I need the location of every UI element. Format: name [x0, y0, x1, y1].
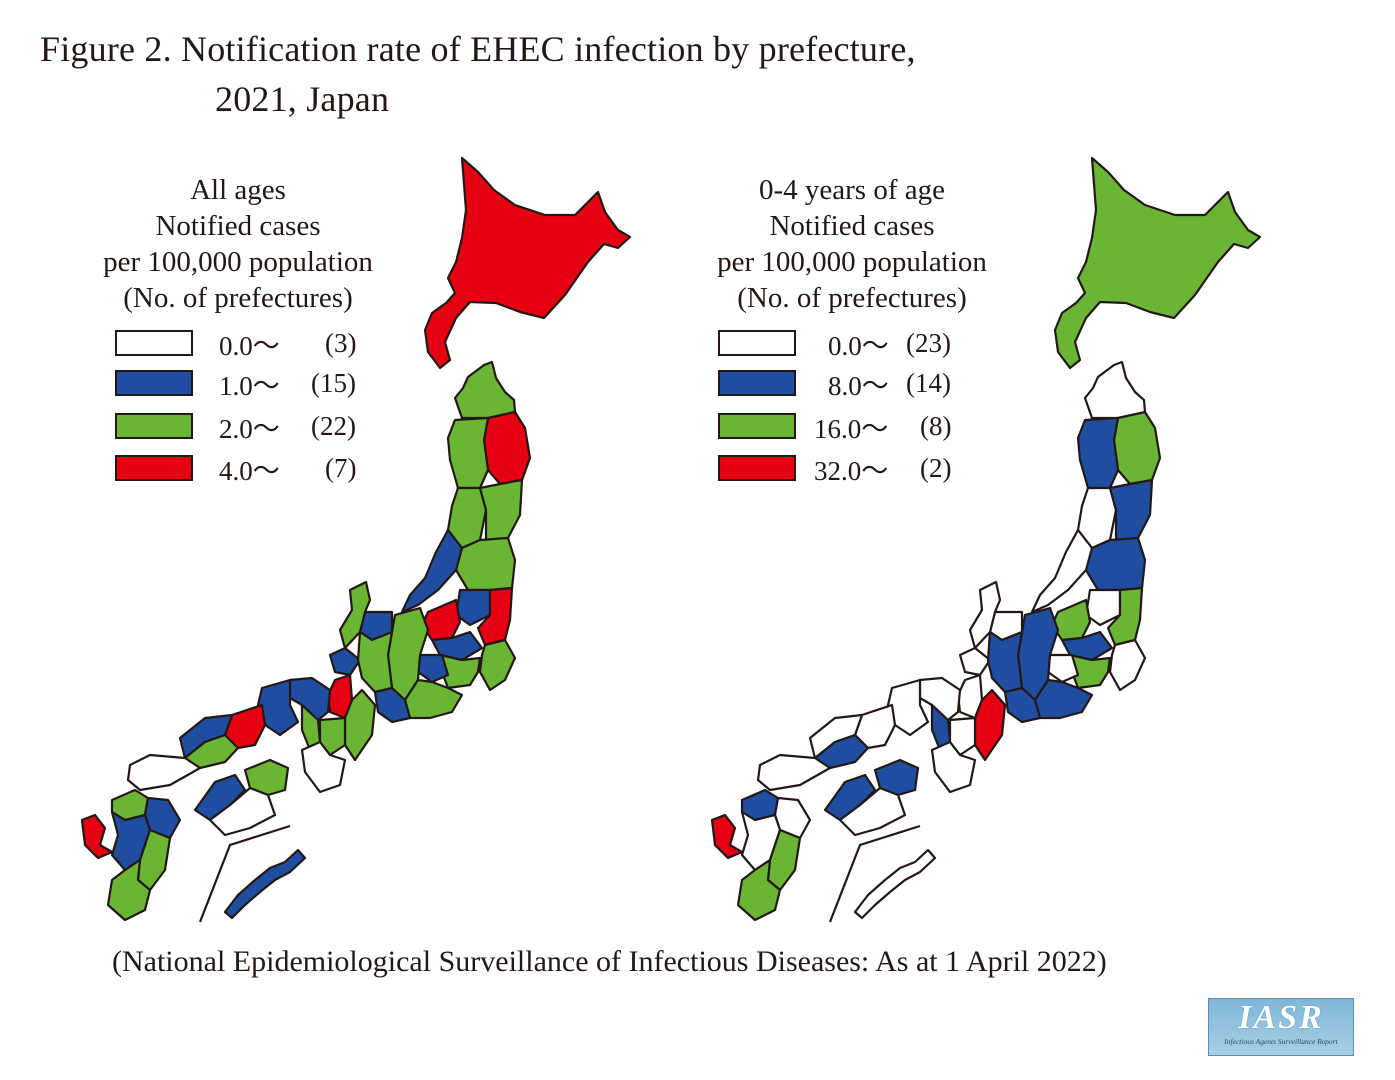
region-okinawa — [223, 848, 307, 920]
region-iwate — [482, 410, 532, 486]
region-nara — [318, 716, 347, 757]
region-chiba — [1108, 638, 1147, 692]
legend-heading-line: (No. of prefectures) — [737, 282, 967, 314]
legend-label: 4.0～ — [219, 455, 280, 486]
legend-swatch-red — [718, 455, 796, 481]
legend-label: 16.0～ — [814, 413, 889, 444]
region-shizuoka — [403, 678, 464, 720]
region-fukushima — [454, 536, 517, 592]
legend-count: (15) — [311, 367, 356, 398]
region-kagoshima — [106, 858, 152, 922]
legend-heading-line: All ages — [190, 174, 286, 206]
legend-label: 0.0～ — [219, 330, 280, 361]
legend-row: 16.0～ (8) — [718, 410, 952, 444]
region-fukui — [328, 646, 362, 677]
region-miyagi — [478, 478, 524, 542]
legend-swatch-white — [718, 330, 796, 356]
legend-heading-0-4-years: 0-4 years of age Notified cases per 100,… — [662, 172, 1042, 316]
legend-swatch-green — [115, 413, 193, 439]
map-all-ages — [80, 156, 632, 923]
legend-heading-line: Notified cases — [155, 210, 321, 242]
region-miyagi — [1108, 478, 1154, 542]
region-nagasaki — [80, 813, 114, 860]
logo-subtitle: Infectious Agents Surveillance Report — [1224, 1037, 1338, 1046]
region-yamaguchi — [126, 753, 202, 792]
region-kochi — [838, 786, 907, 837]
okinawa-inset-line — [828, 824, 921, 923]
source-note: (National Epidemiological Surveillance o… — [112, 945, 1107, 978]
figure-title-line-1: Figure 2. Notification rate of EHEC infe… — [40, 29, 916, 69]
region-akita — [1076, 416, 1120, 490]
region-yamanashi — [416, 653, 450, 684]
region-okinawa — [853, 848, 937, 920]
legend-swatch-red — [115, 455, 193, 481]
legend-heading-line: per 100,000 population — [103, 246, 373, 278]
region-shizuoka — [1033, 678, 1094, 720]
region-aichi — [373, 686, 412, 724]
region-nara — [948, 716, 977, 757]
region-yamaguchi — [756, 753, 832, 792]
legend-row: 4.0～ (7) — [115, 452, 357, 486]
legend-heading-line: Notified cases — [769, 210, 935, 242]
region-hokkaido — [1053, 156, 1262, 370]
logo-wordmark: IASR — [1238, 999, 1324, 1036]
legend-heading-line: per 100,000 population — [717, 246, 987, 278]
legend-row: 8.0～ (14) — [718, 367, 951, 401]
legend-label: 1.0～ — [219, 370, 280, 401]
region-gifu — [356, 630, 394, 694]
legend-label: 2.0～ — [219, 413, 280, 444]
legend-count: (7) — [325, 452, 357, 483]
region-niigata — [400, 528, 464, 614]
legend-swatch-white — [115, 330, 193, 356]
legend-label: 8.0～ — [828, 370, 889, 401]
legend-swatch-green — [718, 413, 796, 439]
legend-row: 1.0～ (15) — [115, 367, 356, 401]
legend-count: (2) — [920, 452, 952, 483]
region-kochi — [208, 786, 277, 837]
legend-row: 32.0～ (2) — [718, 452, 952, 486]
legend-swatch-blue — [115, 370, 193, 396]
region-iwate — [1112, 410, 1162, 486]
legend-count: (23) — [906, 327, 951, 358]
okinawa-inset-line — [198, 824, 291, 923]
region-kyoto — [918, 676, 962, 722]
region-hokkaido — [423, 156, 632, 370]
legend-heading-all-ages: All ages Notified cases per 100,000 popu… — [50, 172, 426, 316]
legend-heading-line: (No. of prefectures) — [123, 282, 353, 314]
legend-count: (22) — [311, 410, 356, 441]
region-wakayama — [300, 740, 347, 794]
legend-label: 0.0～ — [828, 330, 889, 361]
region-niigata — [1030, 528, 1094, 614]
region-kagoshima — [736, 858, 782, 922]
legend-swatch-blue — [718, 370, 796, 396]
legend-count: (14) — [906, 367, 951, 398]
region-wakayama — [930, 740, 977, 794]
iasr-logo: IASR Infectious Agents Surveillance Repo… — [1208, 998, 1354, 1056]
region-aomori — [453, 360, 517, 420]
legend-heading-line: 0-4 years of age — [759, 174, 945, 206]
map-0-4-years — [710, 156, 1262, 923]
region-akita — [446, 416, 490, 490]
region-chiba — [478, 638, 517, 692]
region-fukushima — [1084, 536, 1147, 592]
region-aichi — [1003, 686, 1042, 724]
region-kyoto — [288, 676, 332, 722]
legend-label: 32.0～ — [814, 455, 889, 486]
region-fukui — [958, 646, 992, 677]
legend-row: 2.0～ (22) — [115, 410, 356, 444]
region-aomori — [1083, 360, 1147, 420]
region-gifu — [986, 630, 1024, 694]
region-yamanashi — [1046, 653, 1080, 684]
legend-row: 0.0～ (3) — [115, 327, 357, 361]
legend-count: (8) — [920, 410, 952, 441]
legend-count: (3) — [325, 327, 357, 358]
legend-row: 0.0～ (23) — [718, 327, 951, 361]
region-nagasaki — [710, 813, 744, 860]
figure-title-line-2: 2021, Japan — [215, 79, 390, 119]
